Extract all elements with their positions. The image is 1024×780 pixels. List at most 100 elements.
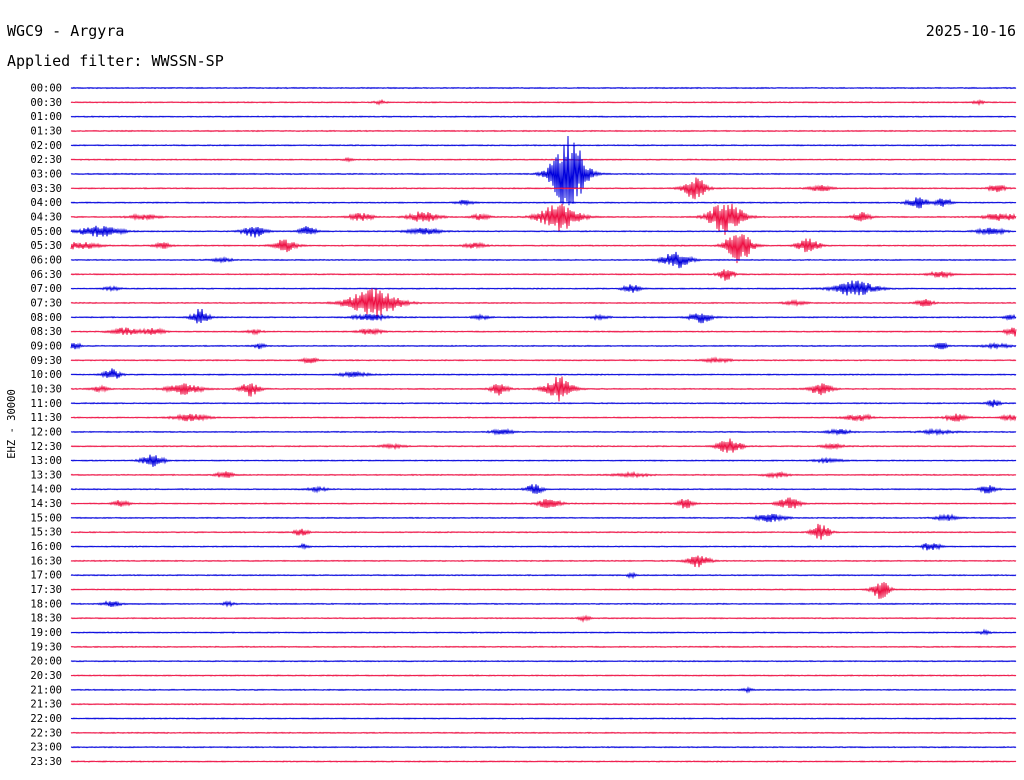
row-tick-label: 01:30: [30, 126, 62, 138]
trace-row-2130: [70, 702, 1017, 706]
trace-row-0830: [70, 327, 1017, 337]
row-tick-label: 04:00: [30, 197, 62, 209]
trace-row-1600: [70, 542, 1017, 551]
row-tick-label: 14:30: [30, 498, 62, 510]
row-tick-label: 18:00: [30, 598, 62, 610]
row-tick-label: 22:00: [30, 713, 62, 725]
trace-row-0400: [70, 197, 1017, 209]
row-tick-label: 03:30: [30, 183, 62, 195]
row-tick-labels: 00:00 00:30 01:00 01:30 02:00 02:30 03:00 03:30…: [30, 83, 62, 769]
row-tick-label: 20:30: [30, 670, 62, 682]
trace-row-0500: [70, 225, 1017, 238]
station-title: WGC9 - Argyra: [7, 22, 124, 40]
row-tick-label: 04:30: [30, 212, 62, 224]
trace-row-1430: [70, 497, 1017, 509]
trace-row-1100: [70, 399, 1017, 408]
trace-row-1730: [70, 582, 1017, 599]
trace-row-1830: [70, 614, 1017, 623]
row-tick-label: 12:30: [30, 441, 62, 453]
row-tick-label: 09:30: [30, 355, 62, 367]
trace-row-2300: [70, 745, 1017, 749]
row-tick-label: 08:00: [30, 312, 62, 324]
trace-row-0030: [70, 98, 1017, 106]
row-tick-label: 21:30: [30, 699, 62, 711]
row-tick-label: 02:30: [30, 154, 62, 166]
row-tick-label: 05:00: [30, 226, 62, 238]
trace-row-1500: [70, 513, 1017, 523]
row-tick-label: 07:30: [30, 297, 62, 309]
trace-row-0930: [70, 356, 1017, 364]
row-tick-label: 20:00: [30, 656, 62, 668]
trace-row-0700: [70, 280, 1017, 296]
trace-row-0530: [70, 234, 1017, 264]
row-tick-label: 13:00: [30, 455, 62, 467]
trace-row-0800: [70, 308, 1017, 324]
row-tick-label: 09:00: [30, 340, 62, 352]
trace-row-0730: [70, 288, 1017, 317]
trace-row-1230: [70, 438, 1017, 453]
trace-row-0630: [70, 269, 1017, 281]
trace-row-1400: [70, 484, 1017, 494]
trace-row-0600: [70, 251, 1017, 269]
row-tick-label: 06:00: [30, 255, 62, 267]
row-tick-label: 22:30: [30, 727, 62, 739]
row-tick-label: 23:30: [30, 756, 62, 768]
trace-row-1530: [70, 523, 1017, 540]
trace-row-1900: [70, 628, 1017, 636]
row-tick-label: 15:30: [30, 527, 62, 539]
filter-label: Applied filter: WWSSN-SP: [7, 52, 224, 70]
trace-row-0200: [70, 144, 1017, 147]
trace-row-1130: [70, 413, 1017, 422]
y-axis-label: EHZ - 30000: [6, 389, 18, 459]
row-tick-label: 06:30: [30, 269, 62, 281]
row-tick-label: 08:30: [30, 326, 62, 338]
row-tick-label: 14:00: [30, 484, 62, 496]
trace-row-2030: [70, 674, 1017, 677]
seismic-traces: [70, 86, 1017, 763]
row-tick-label: 19:30: [30, 641, 62, 653]
trace-row-2000: [70, 659, 1017, 663]
trace-row-2230: [70, 731, 1017, 735]
row-tick-label: 17:00: [30, 570, 62, 582]
trace-row-1000: [70, 368, 1017, 379]
trace-row-1700: [70, 571, 1017, 580]
trace-row-0000: [70, 86, 1017, 90]
row-tick-label: 19:00: [30, 627, 62, 639]
row-tick-label: 00:00: [30, 83, 62, 95]
trace-row-0430: [70, 203, 1017, 235]
row-tick-label: 11:30: [30, 412, 62, 424]
row-tick-label: 15:00: [30, 512, 62, 524]
row-tick-label: 00:30: [30, 97, 62, 109]
row-tick-label: 07:00: [30, 283, 62, 295]
row-tick-label: 01:00: [30, 111, 62, 123]
trace-row-0900: [70, 342, 1017, 350]
trace-row-0130: [70, 129, 1017, 133]
row-tick-label: 11:00: [30, 398, 62, 410]
trace-row-1030: [70, 376, 1017, 402]
row-tick-label: 02:00: [30, 140, 62, 152]
row-tick-label: 17:30: [30, 584, 62, 596]
trace-row-1330: [70, 470, 1017, 479]
row-tick-label: 10:00: [30, 369, 62, 381]
trace-row-0230: [70, 156, 1017, 163]
row-tick-label: 12:00: [30, 426, 62, 438]
plot-date: 2025-10-16: [926, 22, 1016, 40]
row-tick-label: 10:30: [30, 383, 62, 395]
trace-row-0330: [70, 177, 1017, 200]
row-tick-label: 21:00: [30, 684, 62, 696]
trace-row-2200: [70, 717, 1017, 720]
trace-row-1800: [70, 600, 1017, 608]
row-tick-label: 05:30: [30, 240, 62, 252]
trace-row-1930: [70, 645, 1017, 649]
trace-row-0100: [70, 115, 1017, 118]
row-tick-label: 23:00: [30, 742, 62, 754]
row-tick-label: 16:00: [30, 541, 62, 553]
trace-row-2100: [70, 686, 1017, 694]
trace-row-1300: [70, 454, 1017, 467]
trace-row-0300: [70, 135, 1017, 206]
trace-row-2330: [70, 760, 1017, 763]
row-tick-label: 13:30: [30, 469, 62, 481]
row-tick-label: 18:30: [30, 613, 62, 625]
trace-row-1200: [70, 427, 1017, 437]
